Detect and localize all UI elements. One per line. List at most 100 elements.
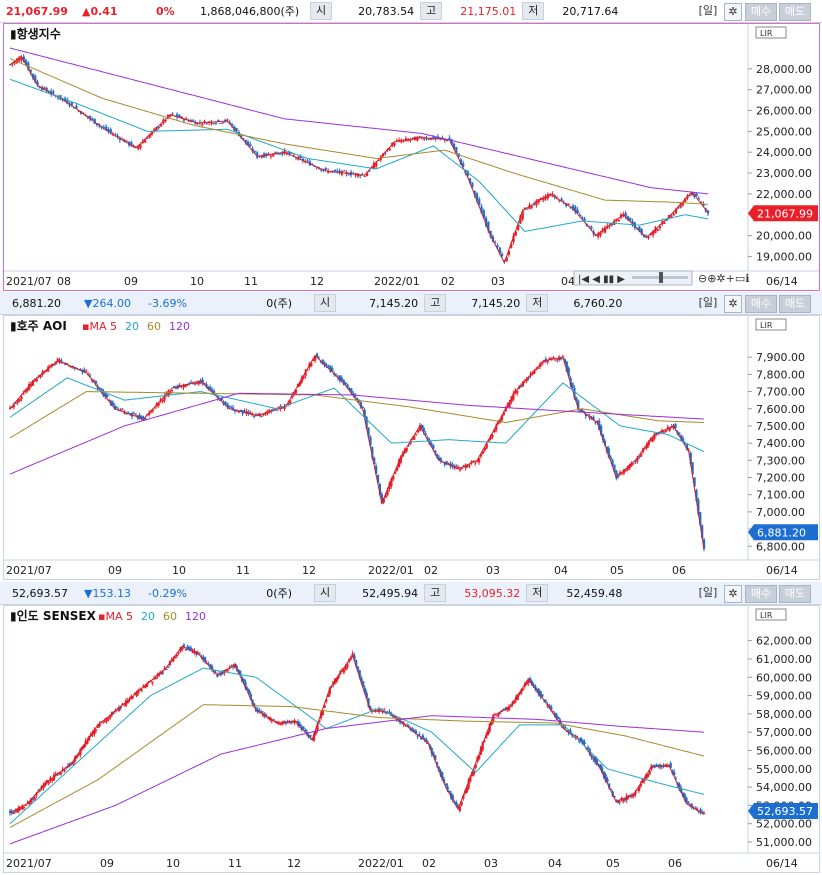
candle-up xyxy=(460,801,463,806)
candle-down xyxy=(450,139,453,145)
candle-up xyxy=(467,779,470,789)
candle-down xyxy=(281,407,284,409)
candle-up xyxy=(523,207,527,210)
y-tick-label: 60,000.00 xyxy=(756,671,812,684)
settings-icon[interactable]: ✲ xyxy=(724,295,742,313)
candle-down xyxy=(327,365,330,368)
x-tick-label: 08 xyxy=(57,275,71,288)
candle-down xyxy=(569,206,572,209)
candle-up xyxy=(546,194,550,199)
candle-up xyxy=(181,647,184,650)
candle-up xyxy=(394,471,397,474)
settings-icon[interactable]: ✲ xyxy=(724,3,742,21)
period-button[interactable]: [일] xyxy=(698,586,718,599)
sell-button[interactable]: 매도 xyxy=(779,3,811,21)
candle-down xyxy=(216,675,219,678)
candle-down xyxy=(578,215,582,217)
candle-down xyxy=(657,764,660,766)
candle-down xyxy=(102,127,106,129)
candle-up xyxy=(325,699,328,702)
candle-down xyxy=(378,484,382,495)
ma5-line xyxy=(9,354,705,550)
settings-icon[interactable]: ✲ xyxy=(724,585,742,603)
candle-up xyxy=(103,720,107,722)
candle-up xyxy=(608,225,611,227)
candle-down xyxy=(52,364,56,366)
candle-down xyxy=(361,407,364,409)
candle-down xyxy=(272,719,275,721)
y-tick-label: 7,700.00 xyxy=(756,386,805,399)
candle-down xyxy=(125,413,128,415)
candle-up xyxy=(537,367,540,369)
candle-down xyxy=(207,386,210,389)
candle-down xyxy=(613,464,616,472)
candle-down xyxy=(367,698,370,707)
x-tick-label: 04 xyxy=(548,857,562,870)
last-price-label: 52,693.57 xyxy=(757,805,813,818)
candle-down xyxy=(687,801,690,804)
candle-down xyxy=(388,711,391,714)
scroll-thumb xyxy=(659,272,663,283)
candle-up xyxy=(486,730,490,736)
candle-up xyxy=(346,664,349,668)
candle-down xyxy=(376,474,380,483)
candle-down xyxy=(526,208,529,210)
candle-up xyxy=(93,729,96,735)
candle-down xyxy=(29,69,32,73)
candle-up xyxy=(388,148,392,151)
candle-down xyxy=(256,709,259,712)
y-tick-label: 22,000.00 xyxy=(756,188,812,201)
buy-button[interactable]: 매수 xyxy=(745,295,777,313)
y-tick-label: 7,100.00 xyxy=(756,489,805,502)
candle-down xyxy=(302,726,305,729)
candle-down xyxy=(569,378,572,385)
candle-up xyxy=(400,140,403,143)
candle-up xyxy=(125,140,128,142)
candle-up xyxy=(146,683,149,687)
candle-down xyxy=(555,713,558,719)
low-label: 저 xyxy=(522,2,545,20)
candle-down xyxy=(295,157,298,159)
candle-down xyxy=(657,432,660,435)
candle-up xyxy=(423,138,426,140)
chart-plot-area[interactable]: 7,900.00 7,800.00 7,700.00 7,600.00 7,500.00… xyxy=(3,315,820,580)
candle-down xyxy=(299,156,302,159)
candle-up xyxy=(82,112,85,114)
period-button[interactable]: [일] xyxy=(698,296,718,309)
x-tick-label: 10 xyxy=(190,275,204,288)
candle-up xyxy=(395,140,398,142)
candle-up xyxy=(196,652,200,654)
candle-down xyxy=(411,137,414,139)
lir-label: LIR xyxy=(760,29,773,38)
candle-down xyxy=(306,160,309,162)
candle-down xyxy=(176,114,179,118)
candle-up xyxy=(462,795,465,799)
candle-up xyxy=(625,795,628,801)
candle-up xyxy=(151,681,154,684)
candle-down xyxy=(338,170,341,173)
ma120-line xyxy=(9,392,705,475)
candle-down xyxy=(573,387,576,398)
sell-button[interactable]: 매도 xyxy=(779,585,811,603)
candle-down xyxy=(38,790,42,792)
candle-up xyxy=(681,201,685,206)
sell-button[interactable]: 매도 xyxy=(779,295,811,313)
chart-plot-area[interactable]: 62,000.00 61,000.00 60,000.00 59,000.00 58,0… xyxy=(3,605,820,873)
chart-plot-area[interactable]: 28,000.00 27,000.00 26,000.00 25,000.00 24,0… xyxy=(3,23,820,291)
candle-down xyxy=(161,672,165,674)
x-tick-label: 12 xyxy=(302,564,316,577)
buy-button[interactable]: 매수 xyxy=(745,3,777,21)
candle-down xyxy=(487,221,490,231)
candle-up xyxy=(481,451,485,454)
buy-button[interactable]: 매수 xyxy=(745,585,777,603)
period-button[interactable]: [일] xyxy=(698,4,718,17)
candle-up xyxy=(54,773,57,775)
candle-up xyxy=(663,222,666,224)
candle-up xyxy=(628,464,631,469)
chart-panel-aoi: 6,881.20 ▼264.00 -3.69% 0(주) 시 7,145.20 … xyxy=(0,292,822,580)
candle-down xyxy=(580,409,584,412)
candle-down xyxy=(315,353,319,358)
candle-up xyxy=(187,120,190,122)
candle-down xyxy=(618,801,621,803)
candle-down xyxy=(434,755,437,761)
